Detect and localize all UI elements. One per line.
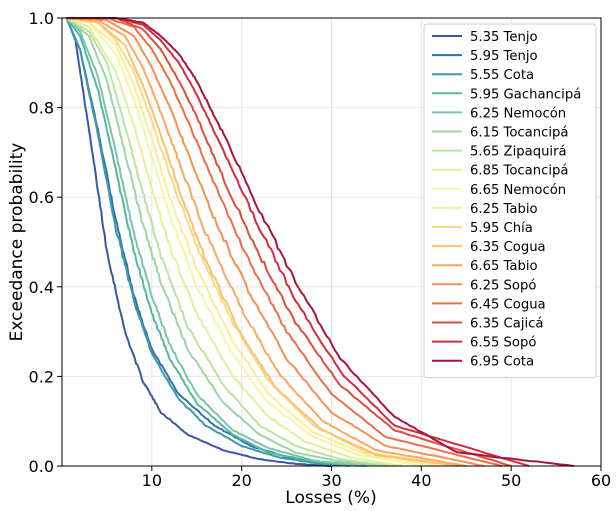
legend-label-14: 6.45 Cogua xyxy=(470,297,546,312)
series-line-3 xyxy=(65,17,359,467)
series-line-14 xyxy=(66,17,503,467)
legend-label-3: 5.95 Gachancipá xyxy=(470,86,581,102)
series-line-2 xyxy=(65,17,350,467)
legend-label-10: 5.95 Chía xyxy=(470,220,533,236)
legend-label-5: 6.15 Tocancipá xyxy=(470,125,569,141)
series-line-13 xyxy=(66,17,485,467)
series-line-11 xyxy=(66,17,458,467)
x-tick-label-5: 60 xyxy=(591,471,611,490)
legend-label-4: 6.25 Nemocón xyxy=(470,105,566,121)
legend-label-11: 6.35 Cogua xyxy=(470,240,546,255)
legend-label-6: 5.65 Zipaquirá xyxy=(470,144,567,160)
legend-label-17: 6.95 Cota xyxy=(470,355,534,370)
series-line-12 xyxy=(66,17,467,467)
series-line-16 xyxy=(66,17,530,467)
legend-label-13: 6.25 Sopó xyxy=(470,277,536,293)
series-line-5 xyxy=(65,17,386,467)
x-tick-label-1: 20 xyxy=(231,471,251,490)
x-tick-label-0: 10 xyxy=(142,471,162,490)
legend-box xyxy=(423,23,597,379)
legend-label-9: 6.25 Tabio xyxy=(470,202,538,217)
legend-label-7: 6.85 Tocancipá xyxy=(470,163,569,179)
series-line-8 xyxy=(66,17,422,467)
series-line-7 xyxy=(66,17,404,467)
y-tick-label-1: 0.2 xyxy=(29,367,54,386)
x-axis-label: Losses (%) xyxy=(285,488,376,508)
y-tick-label-4: 0.8 xyxy=(29,99,54,118)
series-line-4 xyxy=(65,17,368,467)
y-tick-label-2: 0.4 xyxy=(29,278,54,297)
y-axis-label: Exceedance probability xyxy=(7,143,27,342)
series-line-15 xyxy=(66,17,512,467)
legend: 5.35 Tenjo 5.95 Tenjo 5.55 Cota 5.95 Gachan… xyxy=(423,23,597,379)
y-tick-label-0: 0.0 xyxy=(29,457,54,476)
x-tick-label-4: 50 xyxy=(501,471,521,490)
series-line-17 xyxy=(66,17,575,467)
x-tick-label-2: 30 xyxy=(321,471,341,490)
series-line-0 xyxy=(65,17,332,467)
legend-label-12: 6.65 Tabio xyxy=(470,259,538,274)
legend-label-8: 6.65 Nemocón xyxy=(470,182,566,198)
series-line-9 xyxy=(66,17,440,467)
y-tick-label-5: 1.0 xyxy=(29,9,54,28)
legend-label-2: 5.55 Cota xyxy=(470,68,534,83)
legend-label-0: 5.35 Tenjo xyxy=(470,30,538,45)
series-lines xyxy=(65,17,575,467)
legend-label-15: 6.35 Cajicá xyxy=(470,316,544,332)
series-line-6 xyxy=(65,17,395,467)
legend-label-1: 5.95 Tenjo xyxy=(470,49,538,64)
axis-ticks: 10 20 30 40 50 60 0.0 0.2 0.4 0.6 0.8 1.0 xyxy=(29,9,612,490)
x-tick-label-3: 40 xyxy=(411,471,431,490)
legend-label-16: 6.55 Sopó xyxy=(470,335,536,351)
y-tick-label-3: 0.6 xyxy=(29,188,54,207)
